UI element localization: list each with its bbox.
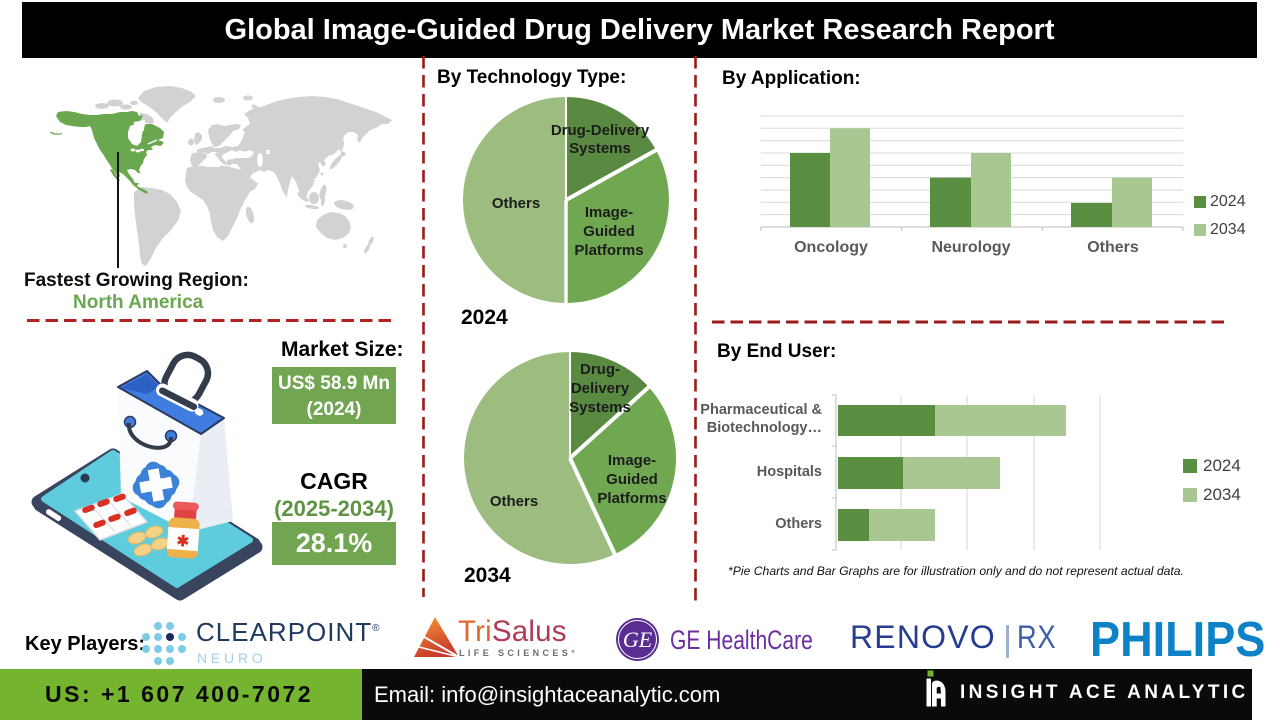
- svg-text:✱: ✱: [176, 533, 190, 551]
- svg-text:GE: GE: [623, 627, 653, 652]
